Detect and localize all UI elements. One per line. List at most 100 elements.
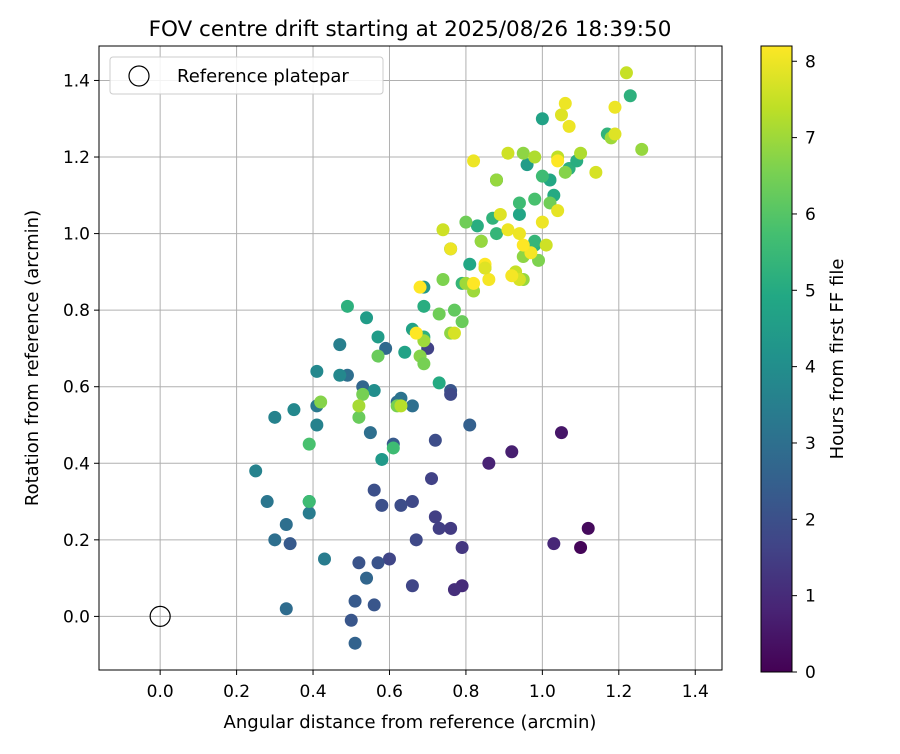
scatter-point [356, 387, 370, 401]
colorbar-tick-label: 1 [805, 587, 816, 607]
scatter-point [535, 215, 549, 229]
scatter-point [589, 165, 603, 179]
scatter-point [554, 426, 568, 440]
scatter-point [467, 276, 481, 290]
scatter-point [444, 521, 458, 535]
scatter-point [428, 433, 442, 447]
colorbar-tick-label: 7 [805, 129, 816, 149]
scatter-point [394, 498, 408, 512]
scatter-point [623, 89, 637, 103]
scatter-point [302, 495, 316, 509]
scatter-point [283, 537, 297, 551]
scatter-point [501, 223, 515, 237]
scatter-point [447, 303, 461, 317]
scatter-point [467, 154, 481, 168]
scatter-point [249, 464, 263, 478]
scatter-point [535, 112, 549, 126]
colorbar-gradient [761, 46, 792, 672]
scatter-point [367, 483, 381, 497]
scatter-point [302, 437, 316, 451]
scatter-point [436, 273, 450, 287]
scatter-point [268, 410, 282, 424]
scatter-point [581, 521, 595, 535]
scatter-point [482, 456, 496, 470]
y-axis-label: Rotation from reference (arcmin) [22, 210, 43, 506]
scatter-point [444, 242, 458, 256]
scatter-point [535, 169, 549, 183]
scatter-point [413, 280, 427, 294]
scatter-point [516, 238, 530, 252]
plot-frame [98, 45, 723, 671]
scatter-point [310, 364, 324, 378]
scatter-point [302, 506, 316, 520]
scatter-point [558, 96, 572, 110]
scatter-point [417, 299, 431, 313]
scatter-point [554, 108, 568, 122]
scatter-point [352, 399, 366, 413]
colorbar-tick-label: 6 [805, 205, 816, 225]
x-tick-label: 1.2 [605, 682, 632, 702]
scatter-point [512, 207, 526, 221]
scatter-point [382, 552, 396, 566]
scatter-point [635, 142, 649, 156]
scatter-point [318, 552, 332, 566]
x-tick-label: 1.4 [682, 682, 709, 702]
scatter-point [409, 533, 423, 547]
scatter-point [314, 395, 328, 409]
x-tick-label: 0.8 [452, 682, 479, 702]
scatter-point [268, 533, 282, 547]
legend-entry-reference: Reference platepar [177, 66, 349, 87]
scatter-point [463, 418, 477, 432]
scatter-point [405, 399, 419, 413]
scatter-point [528, 150, 542, 164]
scatter-point [482, 273, 496, 287]
colorbar-label: Hours from first FF file [827, 259, 848, 460]
scatter-point [562, 119, 576, 133]
scatter-point [375, 452, 389, 466]
scatter-point [409, 326, 423, 340]
colorbar-tick-label: 2 [805, 510, 816, 530]
colorbar-frame [760, 45, 793, 673]
colorbar-tick-label: 4 [805, 358, 816, 378]
scatter-point [367, 384, 381, 398]
scatter-point [574, 146, 588, 160]
scatter-point [551, 154, 565, 168]
scatter-point [432, 376, 446, 390]
scatter-point [360, 311, 374, 325]
scatter-point [405, 495, 419, 509]
scatter-point [470, 219, 484, 233]
scatter-point [608, 127, 622, 141]
scatter-point [333, 368, 347, 382]
scatter-point [279, 518, 293, 532]
legend: Reference platepar [109, 56, 384, 95]
scatter-point [352, 556, 366, 570]
scatter-point [436, 223, 450, 237]
colorbar-ticks: 0 1 2 3 4 5 6 7 8 [792, 52, 816, 683]
scatter-point [371, 330, 385, 344]
scatter-point [574, 540, 588, 554]
scatter-point [428, 510, 442, 524]
scatter-point [463, 257, 477, 271]
scatter-points [249, 66, 649, 650]
scatter-point [367, 598, 381, 612]
scatter-point [444, 387, 458, 401]
scatter-point [505, 269, 519, 283]
scatter-point [489, 173, 503, 187]
scatter-point [489, 227, 503, 241]
scatter-point [386, 441, 400, 455]
reference-point-marker [149, 605, 171, 628]
colorbar-tick-label: 8 [805, 52, 816, 72]
scatter-point [547, 537, 561, 551]
scatter-point [287, 403, 301, 417]
scatter-point [528, 192, 542, 206]
y-tick-label: 1.0 [63, 225, 90, 245]
scatter-point [432, 521, 446, 535]
scatter-point [455, 540, 469, 554]
colorbar-tick-label: 3 [805, 434, 816, 454]
scatter-point [340, 299, 354, 313]
y-tick-label: 0.6 [63, 378, 90, 398]
scatter-point [505, 445, 519, 459]
